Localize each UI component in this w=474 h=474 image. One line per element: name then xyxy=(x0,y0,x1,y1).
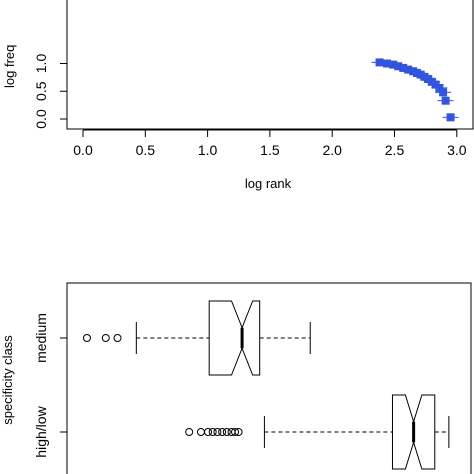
y-tick-label: 0.5 xyxy=(33,81,49,101)
outlier-point xyxy=(208,428,217,436)
x-axis-title: log rank xyxy=(245,176,292,191)
y-tick-label: medium xyxy=(33,313,49,363)
point-marker xyxy=(435,83,444,92)
point-marker xyxy=(399,63,408,72)
box-series xyxy=(82,300,450,470)
box-high-low xyxy=(185,394,450,470)
plot-frame xyxy=(66,282,472,474)
data-point xyxy=(435,88,452,97)
specificity-boxplot: medium high/low specificity class xyxy=(0,282,472,474)
outlier-point xyxy=(231,428,240,436)
x-tick-label: 3.0 xyxy=(447,142,467,158)
y-tick-label: high/low xyxy=(33,405,49,457)
y-axis-title: log freq xyxy=(2,45,17,88)
outlier-point xyxy=(213,428,222,436)
x-tick-label: 2.0 xyxy=(322,142,342,158)
y-tick-label: 0.0 xyxy=(33,109,49,129)
x-axis: 0.0 0.5 1.0 1.5 2.0 2.5 3.0 xyxy=(73,129,467,158)
plot-frame xyxy=(66,0,474,130)
point-marker xyxy=(394,62,403,71)
y-axis: 0.0 0.5 1.0 xyxy=(33,0,68,129)
data-point xyxy=(437,96,454,105)
x-tick-label: 0.5 xyxy=(136,142,156,158)
x-tick-label: 1.5 xyxy=(260,142,280,158)
box-medium xyxy=(82,300,311,376)
scatter-series xyxy=(371,58,459,122)
y-axis-title: specificity class xyxy=(0,335,15,425)
outlier-point xyxy=(196,428,205,436)
y-tick-label: 1.0 xyxy=(33,54,49,74)
x-tick-label: 2.5 xyxy=(385,142,405,158)
outlier-point xyxy=(113,334,122,342)
outlier-point xyxy=(204,428,212,436)
outlier-point xyxy=(82,334,91,342)
point-marker xyxy=(375,58,384,67)
outlier-point xyxy=(218,428,227,436)
point-marker xyxy=(439,88,448,97)
point-marker xyxy=(404,65,413,74)
data-point xyxy=(442,113,459,122)
y-axis: medium high/low xyxy=(33,313,67,458)
box-body xyxy=(208,300,261,376)
point-marker xyxy=(441,96,450,105)
point-marker xyxy=(446,113,455,122)
outlier-point xyxy=(185,428,194,436)
x-tick-label: 0.0 xyxy=(73,142,93,158)
point-marker xyxy=(383,59,392,68)
outlier-point xyxy=(234,428,243,436)
point-marker xyxy=(389,60,398,69)
rank-frequency-plot: 0.0 0.5 1.0 1.5 2.0 2.5 3.0 0.0 0.5 1.0 log rank… xyxy=(2,0,474,191)
outlier-point xyxy=(222,428,231,436)
outlier-point xyxy=(101,334,110,342)
x-tick-label: 1.0 xyxy=(198,142,218,158)
data-point xyxy=(431,83,448,92)
box-body xyxy=(391,394,436,470)
